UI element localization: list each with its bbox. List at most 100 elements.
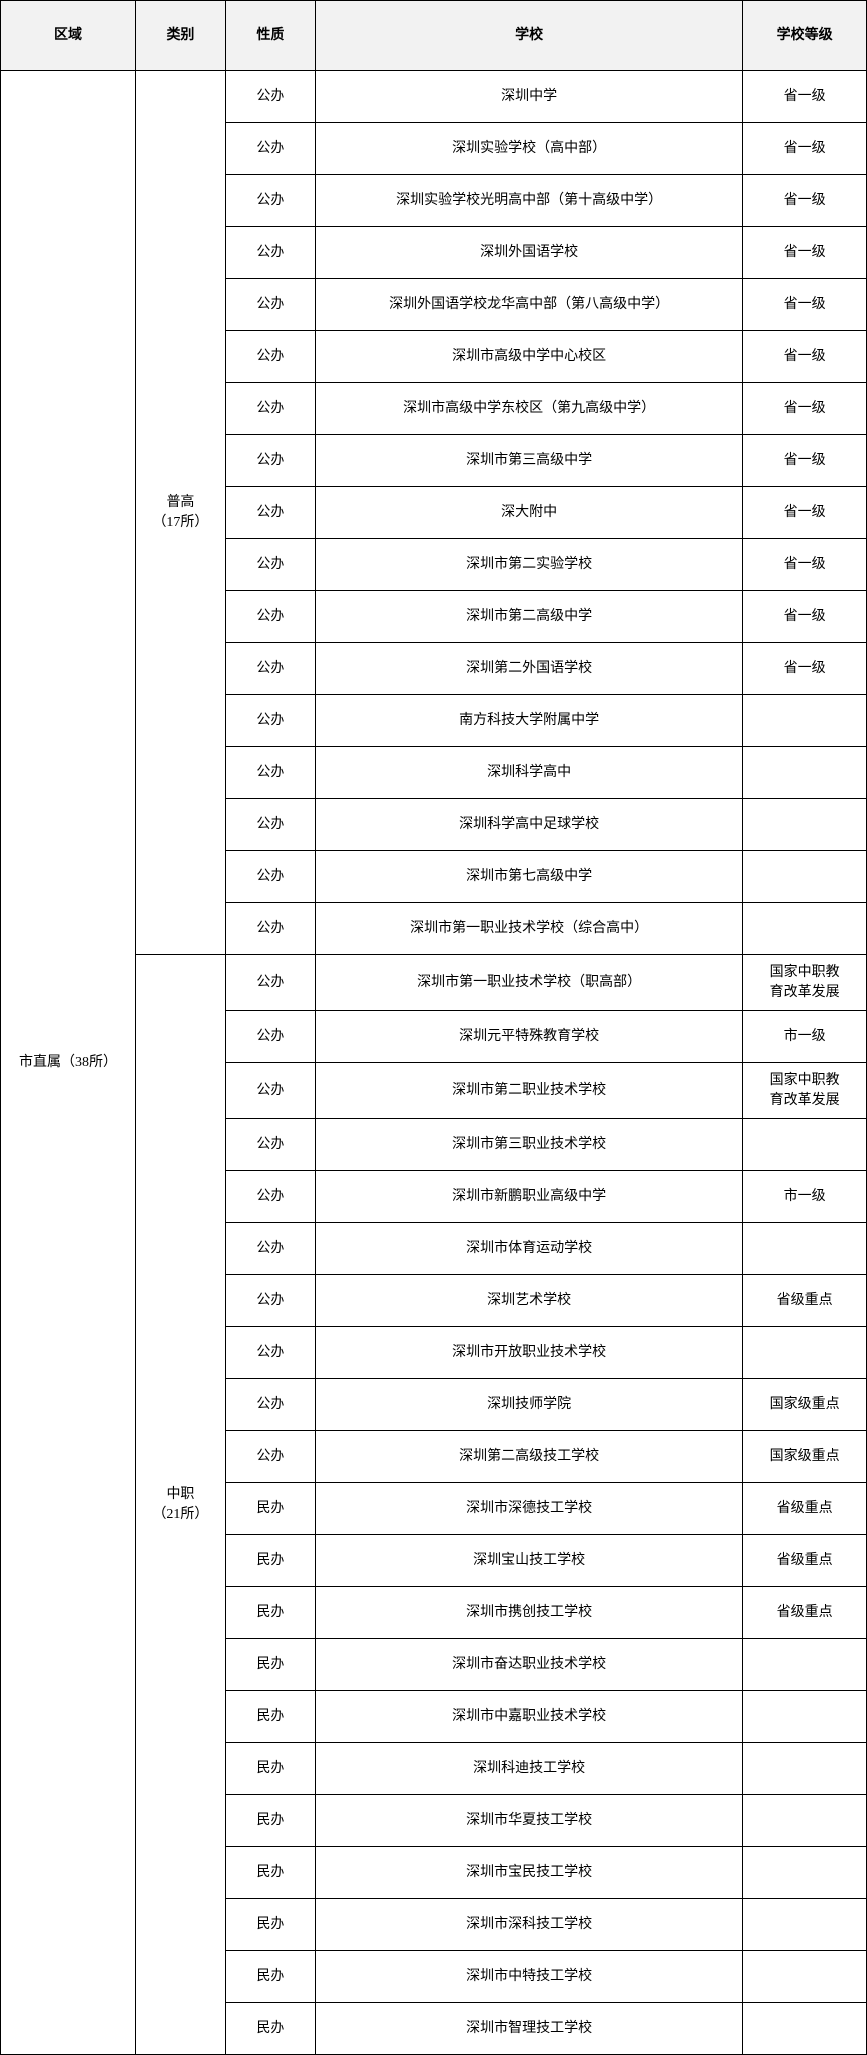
school-cell: 深圳市深德技工学校	[315, 1483, 742, 1535]
nature-cell: 公办	[225, 1379, 315, 1431]
header-level: 学校等级	[743, 1, 867, 71]
school-cell: 深圳市第三高级中学	[315, 435, 742, 487]
level-cell: 市一级	[743, 1011, 867, 1063]
school-cell: 深圳市第七高级中学	[315, 851, 742, 903]
level-cell	[743, 1899, 867, 1951]
nature-cell: 公办	[225, 123, 315, 175]
school-cell: 深圳外国语学校龙华高中部（第八高级中学）	[315, 279, 742, 331]
nature-cell: 公办	[225, 643, 315, 695]
level-cell	[743, 1639, 867, 1691]
school-cell: 深圳技师学院	[315, 1379, 742, 1431]
school-cell: 深圳市第二职业技术学校	[315, 1063, 742, 1119]
nature-cell: 公办	[225, 1275, 315, 1327]
level-cell: 省一级	[743, 175, 867, 227]
level-cell: 省一级	[743, 227, 867, 279]
level-cell	[743, 851, 867, 903]
level-cell	[743, 747, 867, 799]
nature-cell: 公办	[225, 1011, 315, 1063]
school-cell: 深圳市第二实验学校	[315, 539, 742, 591]
school-cell: 深圳市奋达职业技术学校	[315, 1639, 742, 1691]
level-cell: 省一级	[743, 435, 867, 487]
level-cell: 省一级	[743, 539, 867, 591]
nature-cell: 公办	[225, 1171, 315, 1223]
school-cell: 深圳市携创技工学校	[315, 1587, 742, 1639]
table-row: 市直属（38所）普高（17所）公办深圳中学省一级	[1, 71, 867, 123]
nature-cell: 民办	[225, 1847, 315, 1899]
level-cell	[743, 2003, 867, 2055]
level-cell: 国家级重点	[743, 1379, 867, 1431]
nature-cell: 公办	[225, 71, 315, 123]
school-cell: 深圳元平特殊教育学校	[315, 1011, 742, 1063]
school-cell: 深圳第二高级技工学校	[315, 1431, 742, 1483]
nature-cell: 公办	[225, 1431, 315, 1483]
nature-cell: 民办	[225, 1691, 315, 1743]
nature-cell: 民办	[225, 1795, 315, 1847]
nature-cell: 公办	[225, 955, 315, 1011]
nature-cell: 公办	[225, 1223, 315, 1275]
region-cell: 市直属（38所）	[1, 71, 136, 2055]
school-cell: 深圳市高级中学中心校区	[315, 331, 742, 383]
nature-cell: 公办	[225, 747, 315, 799]
school-cell: 深圳市第三职业技术学校	[315, 1119, 742, 1171]
level-cell: 省一级	[743, 591, 867, 643]
category-cell: 普高（17所）	[135, 71, 225, 955]
nature-cell: 公办	[225, 1327, 315, 1379]
nature-cell: 公办	[225, 331, 315, 383]
nature-cell: 公办	[225, 487, 315, 539]
school-cell: 深圳市第二高级中学	[315, 591, 742, 643]
nature-cell: 公办	[225, 851, 315, 903]
school-cell: 深圳市中特技工学校	[315, 1951, 742, 2003]
school-cell: 深圳市第一职业技术学校（职高部）	[315, 955, 742, 1011]
header-region: 区域	[1, 1, 136, 71]
nature-cell: 公办	[225, 383, 315, 435]
header-category: 类别	[135, 1, 225, 71]
school-cell: 深圳市体育运动学校	[315, 1223, 742, 1275]
nature-cell: 公办	[225, 279, 315, 331]
level-cell: 省一级	[743, 383, 867, 435]
nature-cell: 民办	[225, 1951, 315, 2003]
level-cell	[743, 1795, 867, 1847]
nature-cell: 公办	[225, 539, 315, 591]
level-cell: 市一级	[743, 1171, 867, 1223]
level-cell: 省一级	[743, 643, 867, 695]
school-cell: 深圳市开放职业技术学校	[315, 1327, 742, 1379]
level-cell: 国家级重点	[743, 1431, 867, 1483]
table-header-row: 区域 类别 性质 学校 学校等级	[1, 1, 867, 71]
level-cell	[743, 1743, 867, 1795]
level-cell: 省一级	[743, 71, 867, 123]
school-cell: 深圳市深科技工学校	[315, 1899, 742, 1951]
schools-table: 区域 类别 性质 学校 学校等级 市直属（38所）普高（17所）公办深圳中学省一…	[0, 0, 867, 2055]
level-cell: 省级重点	[743, 1275, 867, 1327]
nature-cell: 公办	[225, 799, 315, 851]
school-cell: 深圳中学	[315, 71, 742, 123]
school-cell: 深圳第二外国语学校	[315, 643, 742, 695]
school-cell: 深圳艺术学校	[315, 1275, 742, 1327]
nature-cell: 公办	[225, 591, 315, 643]
header-nature: 性质	[225, 1, 315, 71]
level-cell	[743, 1223, 867, 1275]
school-cell: 深大附中	[315, 487, 742, 539]
nature-cell: 公办	[225, 1063, 315, 1119]
school-cell: 深圳实验学校（高中部）	[315, 123, 742, 175]
nature-cell: 民办	[225, 1483, 315, 1535]
school-cell: 深圳市中嘉职业技术学校	[315, 1691, 742, 1743]
school-cell: 深圳市智理技工学校	[315, 2003, 742, 2055]
school-cell: 深圳科学高中	[315, 747, 742, 799]
nature-cell: 民办	[225, 1535, 315, 1587]
level-cell: 省级重点	[743, 1483, 867, 1535]
nature-cell: 公办	[225, 695, 315, 747]
school-cell: 深圳市华夏技工学校	[315, 1795, 742, 1847]
school-cell: 深圳外国语学校	[315, 227, 742, 279]
level-cell	[743, 1119, 867, 1171]
nature-cell: 公办	[225, 1119, 315, 1171]
level-cell: 省级重点	[743, 1535, 867, 1587]
level-cell	[743, 799, 867, 851]
nature-cell: 民办	[225, 1899, 315, 1951]
level-cell: 国家中职教育改革发展	[743, 1063, 867, 1119]
level-cell	[743, 1327, 867, 1379]
nature-cell: 民办	[225, 2003, 315, 2055]
level-cell	[743, 1847, 867, 1899]
level-cell: 省一级	[743, 123, 867, 175]
school-cell: 南方科技大学附属中学	[315, 695, 742, 747]
level-cell: 省一级	[743, 487, 867, 539]
